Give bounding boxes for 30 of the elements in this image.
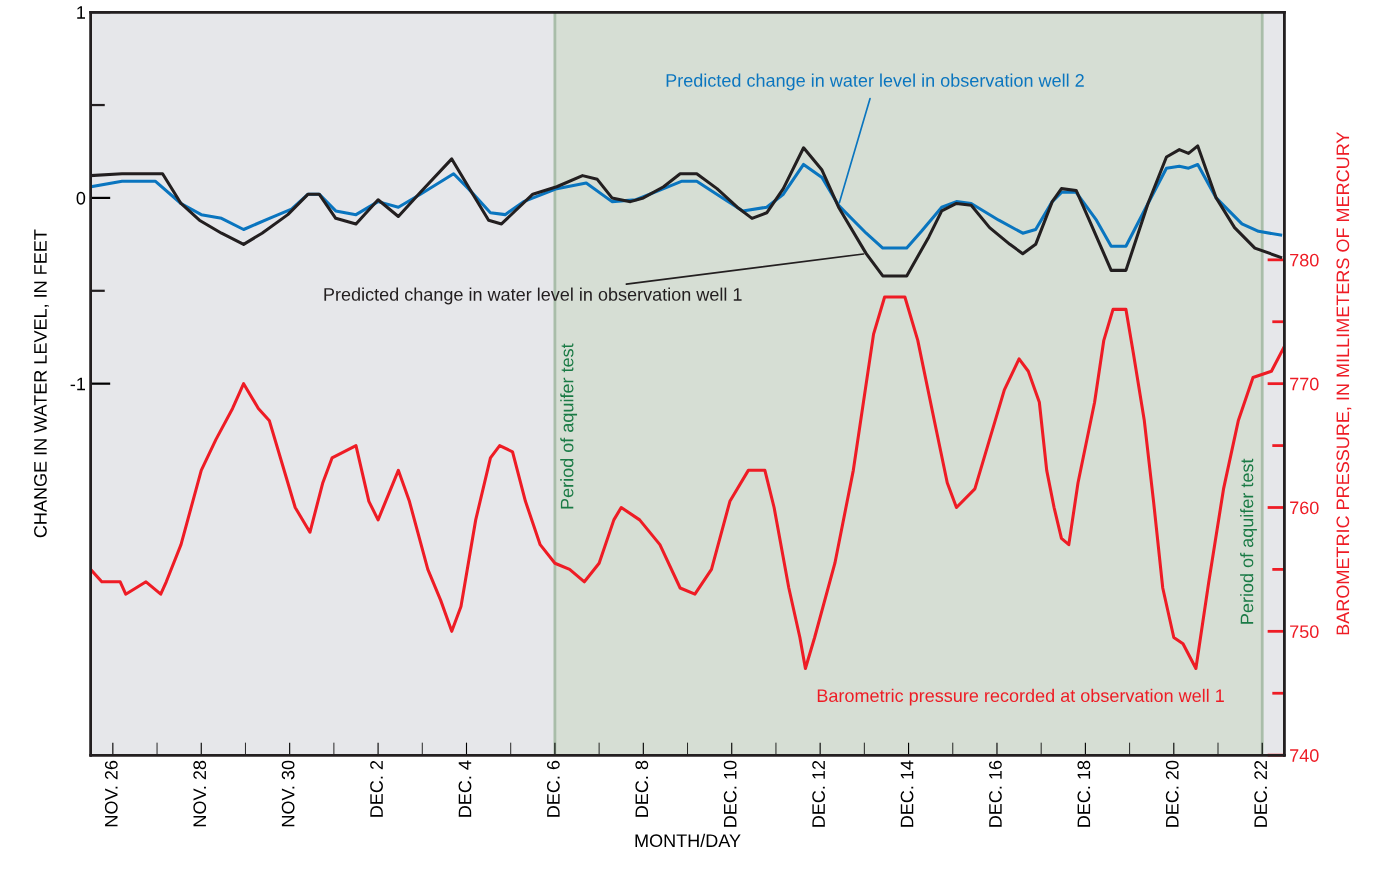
- x-tick-label: DEC. 12: [812, 760, 825, 827]
- x-tick-label: DEC. 22: [1254, 760, 1268, 827]
- x-tick-label: DEC. 2: [370, 760, 383, 817]
- x-tick-label: NOV. 28: [193, 760, 207, 827]
- x-tick-label: DEC. 4: [458, 760, 472, 817]
- y-axis-title: CHANGE IN WATER LEVEL, IN FEET: [34, 229, 49, 538]
- x-tick-label: DEC. 14: [900, 760, 914, 827]
- x-tick-label: DEC. 18: [1077, 760, 1091, 827]
- x-axis-title: MONTH/DAY: [635, 833, 741, 848]
- y2-tick-label: 760: [1290, 501, 1319, 515]
- ref-line-label: Period of aquifer test: [560, 343, 578, 509]
- x-tick-label: NOV. 26: [104, 760, 118, 827]
- y-tick-label: 0: [76, 191, 86, 205]
- x-tick-label: DEC. 16: [989, 760, 1002, 827]
- y2-tick-label: 750: [1290, 625, 1319, 639]
- text: Predicted change in water level in observation well 1: [324, 287, 742, 305]
- y2-tick-label: 740: [1290, 749, 1319, 762]
- x-tick-label: NOV. 30: [281, 760, 295, 827]
- x-tick-label: DEC. 10: [723, 760, 737, 827]
- x-tick-label: DEC. 8: [635, 760, 649, 817]
- y2-axis-title: BAROMETRIC PRESSURE, IN MILLIMETERS OF MERCURY: [1336, 131, 1352, 635]
- ref-line-label: Period of aquifer test: [1240, 458, 1257, 624]
- y-tick-label: -1: [70, 377, 85, 391]
- series-label: Barometric pressure recorded at observation well 1: [817, 688, 1224, 706]
- text: Predicted change in water level in observation well 2: [666, 73, 1084, 91]
- x-tick-label: DEC. 6: [546, 760, 560, 817]
- y2-tick-label: 780: [1290, 253, 1319, 267]
- y-tick-label: 1: [77, 6, 85, 19]
- y2-tick-label: 770: [1290, 377, 1319, 391]
- x-tick-label: DEC. 20: [1165, 760, 1179, 827]
